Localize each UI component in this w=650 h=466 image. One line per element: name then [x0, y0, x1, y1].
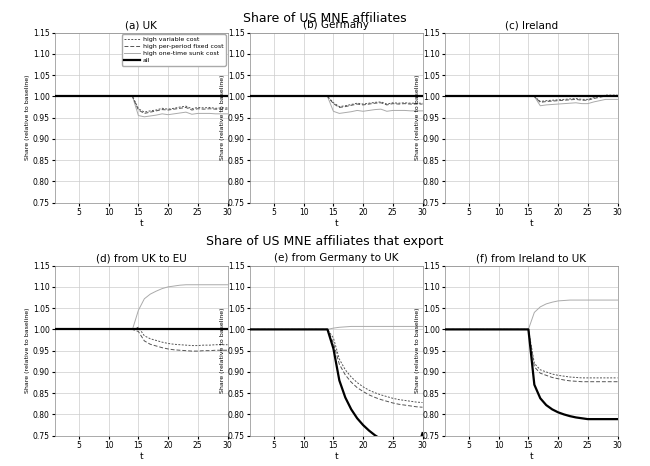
Y-axis label: Share (relative to baseline): Share (relative to baseline)	[415, 75, 420, 160]
Title: (d) from UK to EU: (d) from UK to EU	[96, 254, 187, 263]
X-axis label: t: t	[530, 219, 533, 228]
Title: (e) from Germany to UK: (e) from Germany to UK	[274, 254, 398, 263]
X-axis label: t: t	[335, 219, 338, 228]
Text: Share of US MNE affiliates: Share of US MNE affiliates	[243, 12, 407, 25]
Title: (c) Ireland: (c) Ireland	[505, 21, 558, 30]
Y-axis label: Share (relative to baseline): Share (relative to baseline)	[25, 308, 30, 393]
Y-axis label: Share (relative to baseline): Share (relative to baseline)	[220, 75, 225, 160]
Title: (a) UK: (a) UK	[125, 21, 157, 30]
Y-axis label: Share (relative to baseline): Share (relative to baseline)	[220, 308, 225, 393]
X-axis label: t: t	[530, 452, 533, 461]
Y-axis label: Share (relative to baseline): Share (relative to baseline)	[415, 308, 420, 393]
Legend: high variable cost, high per-period fixed cost, high one-time sunk cost, all: high variable cost, high per-period fixe…	[122, 34, 226, 66]
Text: Share of US MNE affiliates that export: Share of US MNE affiliates that export	[206, 235, 444, 248]
Title: (f) from Ireland to UK: (f) from Ireland to UK	[476, 254, 586, 263]
X-axis label: t: t	[140, 452, 143, 461]
Title: (b) Germany: (b) Germany	[304, 21, 369, 30]
Y-axis label: Share (relative to baseline): Share (relative to baseline)	[25, 75, 30, 160]
X-axis label: t: t	[335, 452, 338, 461]
X-axis label: t: t	[140, 219, 143, 228]
